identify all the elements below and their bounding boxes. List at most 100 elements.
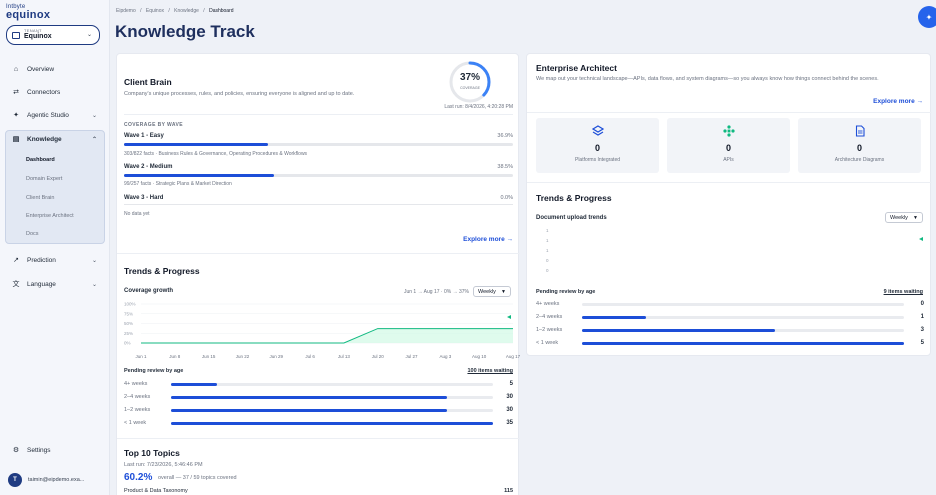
nav-sub-client-brain[interactable]: Client Brain	[26, 195, 55, 201]
y-tick-label: 1	[546, 228, 549, 233]
pending-count: 30	[506, 407, 513, 413]
coverage-percent: 37%	[459, 72, 480, 83]
breadcrumb-eipdemo[interactable]: Eipdemo	[116, 8, 136, 14]
nav-prediction[interactable]: ↗ Prediction ⌄	[6, 251, 104, 269]
nav-prediction-label: Prediction	[27, 256, 56, 264]
tenant-value: Equinox	[24, 33, 52, 41]
wave-percent: 36.9%	[497, 133, 513, 139]
avatar: T	[8, 473, 22, 487]
interval-select[interactable]: Weekly ▼	[885, 212, 923, 223]
items-waiting-link[interactable]: 100 items waiting	[467, 368, 513, 374]
document-icon	[798, 125, 921, 139]
brand-logo[interactable]: Intbyte equinox	[6, 4, 50, 21]
topics-summary: overall — 37 / 59 topics covered	[158, 475, 237, 481]
trend-icon: ↗	[13, 257, 19, 264]
layers-icon	[536, 125, 659, 139]
wave-detail: No data yet	[124, 211, 150, 217]
pending-age-label: 1–2 weeks	[124, 407, 151, 413]
document-upload-chart: 1 1 1 0 0	[546, 228, 923, 273]
top-topics-title: Top 10 Topics	[124, 448, 180, 458]
assistant-fab-button[interactable]: ✦	[918, 6, 936, 28]
nav-sub-domain-expert[interactable]: Domain Expert	[26, 176, 63, 182]
stat-label: APIs	[723, 157, 734, 163]
nav-sub-docs[interactable]: Docs	[26, 231, 39, 237]
stat-diagrams[interactable]: 0 Architecture Diagrams	[798, 118, 921, 173]
legend-marker	[919, 237, 923, 241]
pending-age-label: 1–2 weeks	[536, 327, 563, 333]
nav-sub-dashboard[interactable]: Dashboard	[26, 157, 55, 163]
wave-bar-fill	[124, 174, 274, 177]
x-tick-label: Jul 6	[305, 354, 315, 359]
explore-more-link[interactable]: Explore more →	[873, 98, 923, 105]
home-icon: ⌂	[13, 65, 19, 73]
breadcrumb-knowledge[interactable]: Knowledge	[174, 8, 199, 14]
nav-overview[interactable]: ⌂ Overview	[6, 60, 104, 78]
pending-review-label: Pending review by age	[536, 289, 596, 295]
stat-platforms[interactable]: 0 Platforms Integrated	[536, 118, 659, 173]
divider	[527, 112, 932, 113]
items-waiting-link[interactable]: 9 items waiting	[883, 289, 923, 295]
caret-down-icon: ▼	[913, 214, 918, 221]
y-tick-label: 1	[546, 248, 549, 253]
x-tick-label: Jun 22	[236, 354, 250, 359]
x-tick-label: Jun 15	[202, 354, 216, 359]
legend-marker	[507, 315, 511, 319]
stat-apis[interactable]: 0 APIs	[667, 118, 790, 173]
divider	[117, 438, 520, 439]
stat-value: 0	[725, 143, 731, 153]
client-brain-description: Company's unique processes, rules, and p…	[124, 91, 355, 97]
sparkle-icon: ✦	[13, 112, 19, 119]
stat-value: 0	[594, 143, 600, 153]
interval-select[interactable]: Weekly ▼	[473, 286, 511, 297]
wave-bar-track	[124, 204, 513, 205]
nav-sub-enterprise-architect[interactable]: Enterprise Architect	[26, 213, 74, 219]
wave-percent: 38.5%	[497, 164, 513, 170]
trends-title: Trends & Progress	[124, 266, 200, 276]
breadcrumb-equinox[interactable]: Equinox	[145, 8, 164, 14]
x-tick-label: Jun 1	[135, 354, 147, 359]
overall-coverage: 60.2%	[124, 472, 153, 483]
explore-more-link[interactable]: Explore more →	[463, 236, 513, 243]
trend-summary: Jun 1 → Aug 17 · 0% → 37%	[403, 289, 469, 295]
pending-count: 30	[506, 394, 513, 400]
nav-language[interactable]: 文 Language ⌄	[6, 275, 104, 293]
top-topics-last-run: Last run: 7/23/2026, 5:46:46 PM	[124, 462, 203, 468]
y-tick-label: 0	[546, 268, 549, 273]
chevron-down-icon: ⌄	[91, 257, 97, 264]
x-tick-label: Jul 27	[406, 354, 419, 359]
knowledge-group	[5, 130, 105, 244]
sidebar: Intbyte equinox TENANT Equinox ⌄ ⌂ Overv…	[0, 0, 110, 495]
last-run: Last run: 8/4/2026, 4:20:28 PM	[444, 104, 513, 110]
brand-line-1: Intbyte	[6, 4, 26, 10]
breadcrumb-separator: /	[203, 8, 205, 14]
coverage-ring	[449, 61, 491, 103]
x-tick-label: Jun 29	[270, 354, 284, 359]
pending-age-label: 2–4 weeks	[536, 314, 563, 320]
pending-count: 5	[920, 340, 924, 346]
y-tick-label: 1	[546, 238, 549, 243]
pending-bar-track	[171, 383, 493, 386]
pending-bar-fill	[582, 329, 776, 332]
pending-count: 35	[506, 420, 513, 426]
y-tick-label: 0%	[124, 341, 131, 346]
chevron-down-icon: ⌄	[91, 281, 97, 288]
nav-agentic-studio[interactable]: ✦ Agentic Studio ⌄	[6, 106, 104, 124]
pending-bar-fill	[171, 409, 447, 412]
nav-language-label: Language	[27, 280, 56, 288]
y-tick-label: 25%	[124, 331, 133, 336]
nav-connectors[interactable]: ⇄ Connectors	[6, 83, 104, 101]
tenant-selector[interactable]: TENANT Equinox ⌄	[6, 25, 100, 45]
x-tick-label: Jun 8	[169, 354, 181, 359]
pending-age-label: 4+ weeks	[536, 301, 560, 307]
nav-settings[interactable]: ⚙ Settings	[6, 441, 104, 459]
nav-knowledge[interactable]: ▤ Knowledge ⌃	[6, 130, 104, 148]
coverage-growth-chart: 100% 75% 50% 25% 0% Jun 1 Jun 8 Jun 15 Jun 22 Jun…	[124, 302, 520, 360]
nav-agentic-studio-label: Agentic Studio	[27, 111, 69, 119]
user-profile[interactable]: T taimin@eipdemo.exa...	[8, 473, 84, 487]
pending-bar-fill	[171, 383, 217, 386]
topic-count: 115	[504, 488, 513, 494]
pending-bar-fill	[582, 316, 647, 319]
translate-icon: 文	[12, 281, 20, 288]
coverage-growth-label: Coverage growth	[124, 288, 174, 294]
y-tick-label: 50%	[124, 321, 133, 326]
